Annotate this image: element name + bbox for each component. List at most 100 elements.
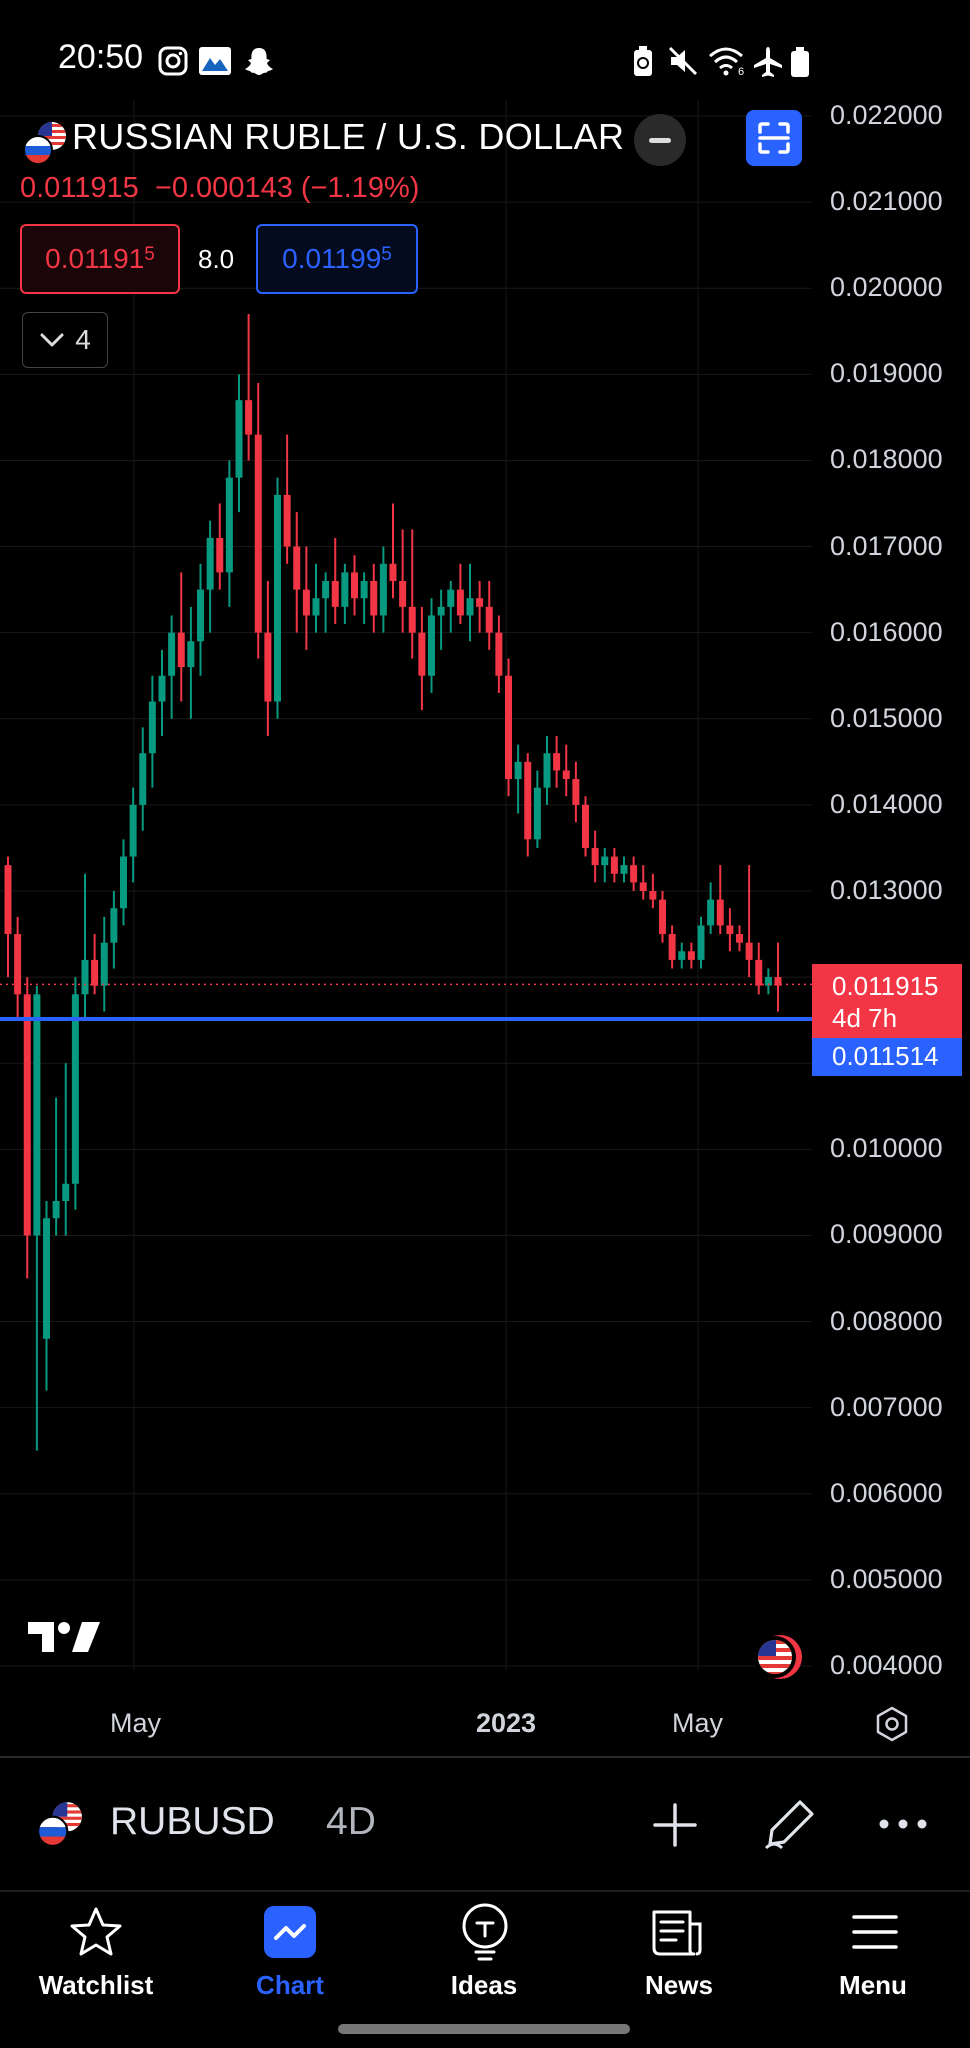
nav-ideas[interactable]: Ideas <box>450 1970 518 2000</box>
candle <box>601 847 609 883</box>
ask-price: 0.01199 <box>282 243 382 274</box>
more-icon[interactable] <box>878 1814 928 1834</box>
candle <box>707 882 715 935</box>
alert-price-tag[interactable]: 0.011514 <box>812 1038 962 1076</box>
hamburger-icon[interactable] <box>852 1912 898 1952</box>
candle <box>764 968 772 995</box>
candle <box>389 503 397 599</box>
candle <box>43 1201 50 1391</box>
candle <box>341 563 349 625</box>
candle <box>312 563 320 633</box>
candle <box>639 865 647 900</box>
candle <box>755 942 763 995</box>
candle <box>572 761 580 823</box>
interval-button[interactable]: 4D <box>326 1800 376 1843</box>
lightbulb-icon[interactable] <box>458 1902 512 1964</box>
indicators-toggle[interactable]: 4 <box>22 312 108 368</box>
chevron-down-icon <box>40 333 64 347</box>
last-price-tag-value: 0.011915 <box>832 971 939 1001</box>
nav-watchlist[interactable]: Watchlist <box>38 1970 154 2000</box>
candle <box>245 314 253 461</box>
pencil-icon[interactable] <box>762 1796 818 1852</box>
candle <box>582 796 589 857</box>
candle <box>610 847 618 883</box>
candle <box>495 615 503 693</box>
newspaper-icon[interactable] <box>650 1908 704 1958</box>
star-icon[interactable] <box>68 1906 124 1960</box>
candle <box>716 865 724 935</box>
candles <box>4 314 782 1451</box>
candle <box>370 563 378 633</box>
candle <box>14 916 22 1021</box>
candle <box>168 615 176 719</box>
y-tick-label: 0.018000 <box>830 444 943 475</box>
y-tick-label: 0.020000 <box>830 272 943 303</box>
sell-button[interactable]: 0.01191 5 <box>20 224 180 294</box>
chart-settings-icon[interactable] <box>874 1706 910 1742</box>
candle <box>726 908 734 952</box>
candle <box>620 856 628 883</box>
y-tick-label: 0.008000 <box>830 1305 943 1336</box>
nav-chart[interactable]: Chart <box>256 1970 324 2000</box>
candle <box>591 830 599 883</box>
candle <box>514 744 522 814</box>
fullscreen-button[interactable] <box>746 110 802 166</box>
candle <box>4 856 12 978</box>
y-tick-label: 0.016000 <box>830 616 943 647</box>
gallery-icon <box>199 47 231 75</box>
candle <box>187 606 195 719</box>
candle <box>533 770 541 848</box>
candle <box>206 520 214 633</box>
y-tick-label: 0.006000 <box>830 1477 943 1508</box>
candle <box>659 891 666 943</box>
nav-menu[interactable]: Menu <box>839 1970 907 2000</box>
home-indicator[interactable] <box>338 2024 630 2034</box>
candle <box>437 589 445 650</box>
y-tick-label: 0.004000 <box>830 1650 943 1680</box>
toolbar-divider <box>0 1890 970 1892</box>
candle <box>630 856 638 891</box>
buy-button[interactable]: 0.01199 5 <box>256 224 418 294</box>
y-tick-label: 0.022000 <box>830 100 943 130</box>
y-tick-label: 0.007000 <box>830 1391 943 1422</box>
y-tick-label: 0.017000 <box>830 530 943 561</box>
candle <box>322 572 330 633</box>
symbol-title[interactable]: RUSSIAN RUBLE / U.S. DOLLAR <box>72 116 625 157</box>
candle <box>456 563 464 625</box>
candle <box>543 736 551 805</box>
candle <box>360 572 368 625</box>
candlestick-chart[interactable] <box>0 100 970 1690</box>
y-tick-label: 0.009000 <box>830 1219 943 1250</box>
snapchat-icon <box>245 48 273 75</box>
candle <box>52 1097 60 1236</box>
candle <box>524 753 532 857</box>
wifi-icon: 6 <box>709 47 744 76</box>
candle <box>399 529 407 633</box>
y-tick-label: 0.015000 <box>830 702 943 733</box>
candle <box>736 925 743 952</box>
candle <box>283 434 291 564</box>
candle <box>379 546 387 633</box>
battery-icon <box>791 47 809 77</box>
candle <box>120 839 127 926</box>
candle <box>33 985 41 1451</box>
collapse-legend-button[interactable] <box>634 114 686 166</box>
candle <box>110 891 118 969</box>
symbol-button[interactable]: RUBUSD <box>110 1800 275 1843</box>
x-tick-may-2: May <box>672 1708 724 1738</box>
currency-flags-icon <box>23 122 66 165</box>
candle <box>331 537 339 625</box>
y-tick-label: 0.005000 <box>830 1563 943 1594</box>
plus-icon[interactable] <box>652 1802 698 1848</box>
bar-countdown: 4d 7h <box>832 1003 898 1033</box>
candle <box>177 572 185 702</box>
compare-symbol-icon[interactable] <box>748 1632 810 1682</box>
candle <box>649 873 657 909</box>
candle <box>418 606 426 711</box>
chart-icon[interactable] <box>264 1906 316 1958</box>
x-tick-2023: 2023 <box>476 1708 537 1738</box>
candle <box>505 658 512 797</box>
nav-news[interactable]: News <box>645 1970 713 2000</box>
ask-pip: 5 <box>381 244 392 265</box>
candle <box>466 563 474 642</box>
